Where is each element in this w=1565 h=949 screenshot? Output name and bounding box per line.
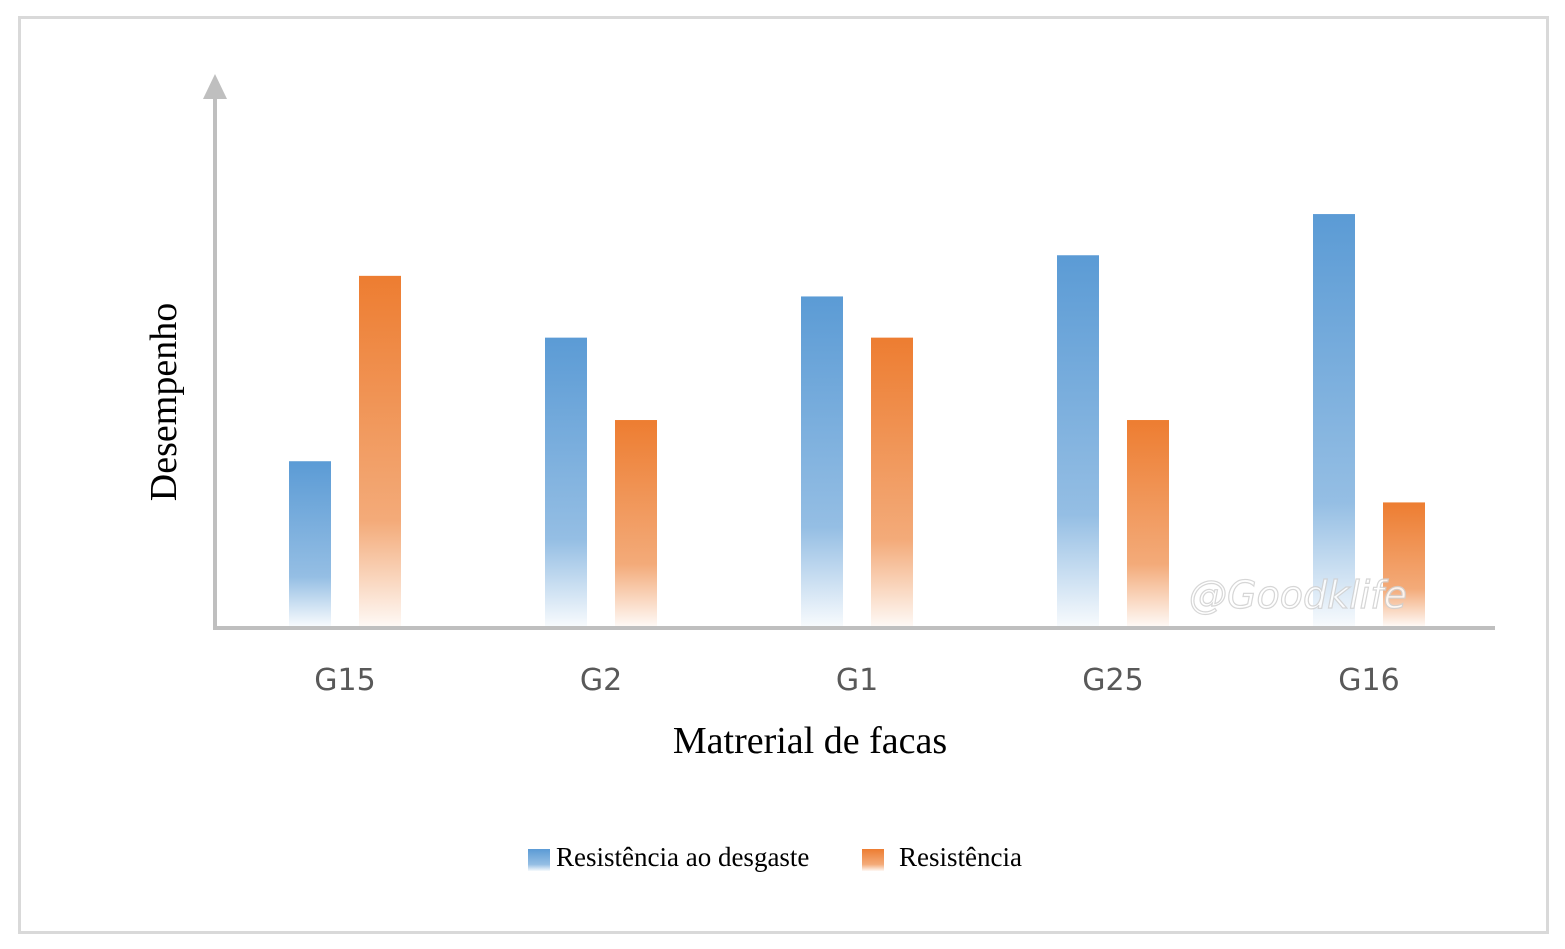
x-tick-labels: G15 G2 G1 G25 G16: [314, 663, 1399, 698]
bar-G16-series2: [1383, 502, 1425, 626]
bar-G25-series2: [1127, 420, 1169, 626]
legend-swatch-series2: [862, 849, 884, 871]
bar-G1-series2: [871, 337, 913, 626]
legend-label-series1: Resistência ao desgaste: [556, 842, 809, 872]
legend-swatch-series1: [528, 849, 550, 871]
x-axis-title: Matrerial de facas: [673, 720, 947, 762]
chart-frame: [18, 16, 1549, 934]
bar-G2-series1: [545, 337, 587, 626]
y-axis-arrow-icon: [203, 74, 227, 99]
bar-G16-series1: [1313, 214, 1355, 627]
bar-G25-series1: [1057, 255, 1099, 627]
x-tick-label: G16: [1338, 663, 1399, 698]
bar-G15-series1: [289, 461, 331, 626]
bar-G1-series1: [801, 296, 843, 626]
bar-G15-series2: [359, 275, 401, 626]
x-tick-label: G15: [314, 663, 375, 698]
x-tick-label: G25: [1082, 663, 1143, 698]
bar-G2-series2: [615, 420, 657, 626]
bars-group: [289, 214, 1425, 627]
legend-item-series1: Resistência ao desgaste: [528, 842, 809, 872]
y-axis-title: Desempenho: [143, 303, 185, 501]
legend: Resistência ao desgaste Resistência: [528, 842, 1022, 872]
legend-item-series2: Resistência: [862, 842, 1022, 872]
watermark: @Goodklife: [1189, 573, 1407, 617]
x-tick-label: G2: [580, 663, 622, 698]
x-tick-label: G1: [836, 663, 878, 698]
legend-label-series2: Resistência: [899, 842, 1022, 872]
